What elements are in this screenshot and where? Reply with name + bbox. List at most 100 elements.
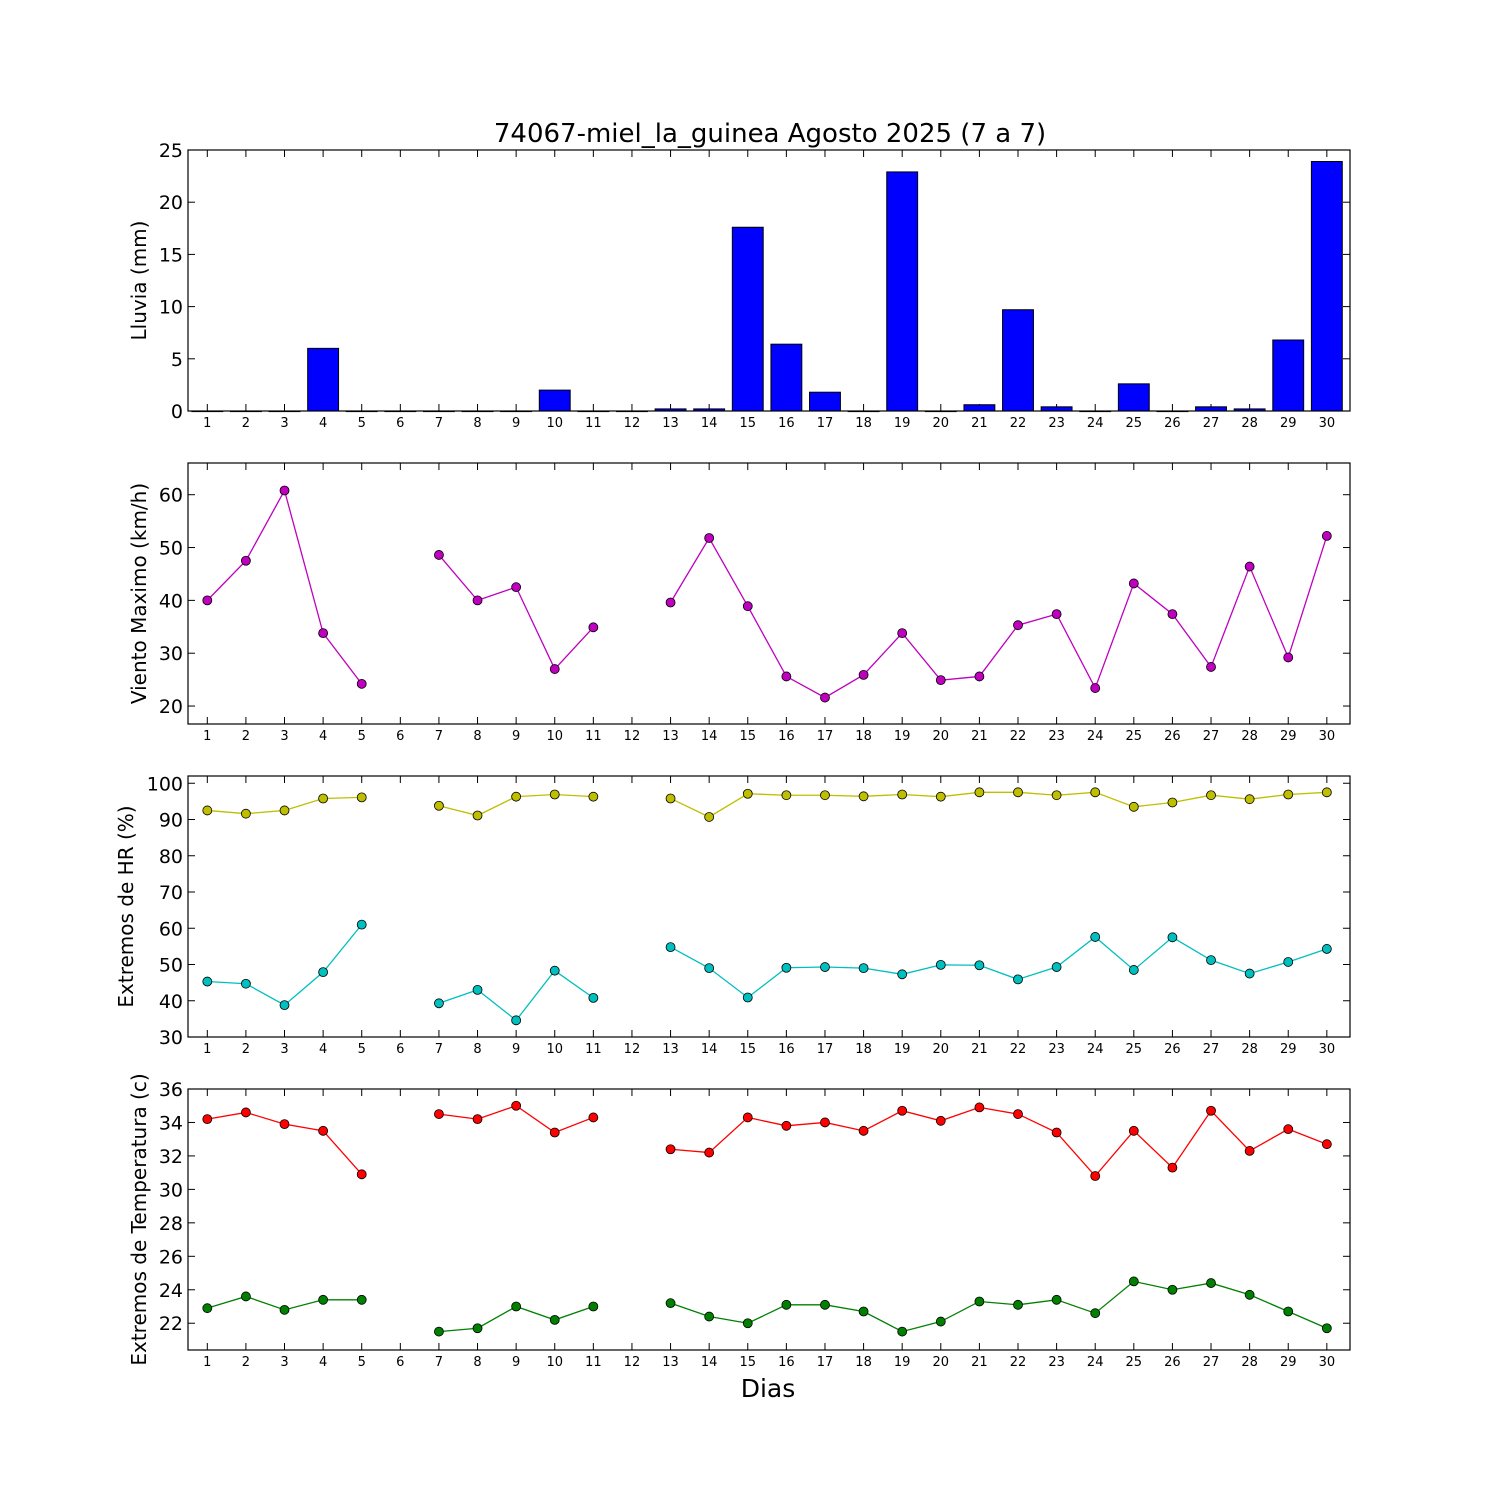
panel-2-ytick-label: 60: [159, 485, 183, 507]
panel-3-series-1-point: [1013, 787, 1023, 798]
panel-2-xtick-label: 2: [242, 729, 250, 744]
panel-3-series-1-point: [472, 810, 483, 821]
panel-4-series-2-point: [1090, 1308, 1101, 1319]
panel-1-xtick-label: 27: [1203, 416, 1220, 431]
panel-2-xtick-label: 12: [624, 729, 641, 744]
panel-2-xtick-label: 16: [778, 729, 795, 744]
panel-4-series-2-point: [1244, 1289, 1255, 1300]
panel-3-series-1-point: [935, 791, 946, 802]
panel-4-series-2-point: [434, 1326, 444, 1337]
panel-3-series-1-point: [1244, 794, 1255, 805]
panel-2-xtick-label: 28: [1241, 729, 1258, 744]
panel-2-series-1-point: [1167, 609, 1178, 620]
panel-3-ytick-label: 30: [159, 1027, 183, 1049]
panel-4-series-2-point: [1321, 1323, 1332, 1334]
panel-1-xtick-label: 29: [1280, 416, 1297, 431]
panel-4-series-1-point: [549, 1127, 560, 1138]
panel-4-series-2-point: [781, 1299, 792, 1310]
panel-3-series-1-point: [241, 808, 251, 819]
panel-3-xtick-label: 19: [894, 1042, 911, 1057]
panel-1-xtick-label: 15: [739, 416, 756, 431]
panel-3-xtick-label: 1: [203, 1042, 211, 1057]
chart-title: 74067-miel_la_guinea Agosto 2025 (7 a 7): [494, 119, 1046, 149]
panel-3-series-2-point: [1206, 955, 1216, 966]
panel-4-xtick-label: 19: [894, 1355, 911, 1370]
panel-3-xtick-label: 13: [662, 1042, 679, 1057]
panel-4-series-1-point: [1090, 1171, 1101, 1181]
panel-3-series-1-point: [1128, 801, 1139, 812]
panel-3-series-1-point: [318, 793, 329, 804]
panel-4-xtick-label: 25: [1126, 1355, 1143, 1370]
panel-3-ytick-label: 60: [159, 918, 183, 940]
panel-3-series-1-point: [279, 805, 290, 816]
panel-3-series-2-point: [1244, 968, 1255, 979]
panel-2-frame: [187, 462, 1351, 725]
panel-2-xtick-label: 4: [319, 729, 327, 744]
panel-1-xtick-label: 8: [473, 416, 481, 431]
panel-1-ytick-label: 25: [159, 140, 183, 162]
panel-4-series-1-point: [241, 1107, 251, 1118]
panel-4-series-2-point: [1206, 1278, 1216, 1288]
panel-4-xtick-label: 3: [280, 1355, 288, 1370]
panel-2-xtick-label: 1: [203, 729, 211, 744]
panel-2-xtick-label: 20: [933, 729, 950, 744]
panel-4-series-1-line: [670, 1106, 1328, 1177]
panel-2-series-1-point: [1128, 578, 1139, 589]
panel-1-xtick-label: 18: [855, 416, 872, 431]
panel-3-xtick-label: 4: [319, 1042, 327, 1057]
panel-3-y-axis-label: Extremos de HR (%): [114, 805, 138, 1007]
panel-4-frame: [187, 1088, 1351, 1351]
panel-2-ytick-label: 40: [159, 590, 183, 612]
panel-4-series-2-point: [665, 1298, 676, 1309]
panel-2-series-1-point: [434, 550, 444, 560]
panel-4-series-2-line: [670, 1280, 1328, 1333]
panel-4-xtick-label: 24: [1087, 1355, 1104, 1370]
panel-4-xtick-label: 26: [1164, 1355, 1181, 1370]
panel-2-series-1-point: [820, 692, 830, 703]
panel-3-xtick-label: 23: [1048, 1042, 1065, 1057]
panel-2-ytick-label: 50: [159, 538, 183, 560]
panel-1-xtick-label: 22: [1010, 416, 1027, 431]
panel-4-series-1-point: [935, 1115, 946, 1126]
panel-1-xtick-label: 25: [1126, 416, 1143, 431]
panel-3-frame: [187, 775, 1351, 1038]
panel-4-ytick-label: 30: [159, 1179, 183, 1201]
panel-4-series-1-point: [1321, 1139, 1332, 1150]
panel-3-series-2-point: [704, 963, 715, 974]
panel-3-xtick-label: 18: [855, 1042, 872, 1057]
panel-2-series-1-point: [1090, 683, 1101, 693]
panel-3-ytick-label: 100: [147, 773, 183, 795]
panel-2-series-1-point: [781, 671, 792, 682]
panel-1-bar: [1002, 309, 1034, 412]
panel-3-series-1-point: [665, 793, 676, 804]
panel-3-xtick-label: 29: [1280, 1042, 1297, 1057]
panel-4-xtick-label: 20: [933, 1355, 950, 1370]
panel-3-series-1-point: [202, 805, 213, 816]
panel-4-xtick-label: 10: [546, 1355, 563, 1370]
panel-2-xtick-label: 26: [1164, 729, 1181, 744]
panel-4-xtick-label: 13: [662, 1355, 679, 1370]
panel-2-xtick-label: 17: [817, 729, 834, 744]
panel-4-series-1-point: [820, 1117, 830, 1128]
panel-1-bar: [307, 347, 340, 412]
panel-3-series-1-point: [974, 787, 985, 798]
panel-4-series-1-point: [1283, 1124, 1294, 1135]
panel-3-series-2-point: [820, 962, 830, 972]
panel-2-series-1-point: [858, 669, 869, 680]
panel-3-series-2-point: [588, 992, 599, 1003]
panel-2-series-1-point: [241, 555, 251, 566]
panel-2-xtick-label: 6: [396, 729, 404, 744]
panel-4-series-2-point: [472, 1323, 483, 1334]
panel-4-xtick-label: 14: [701, 1355, 718, 1370]
panel-2-series-1-point: [202, 595, 213, 606]
panel-4-series-1-point: [665, 1144, 676, 1155]
panel-3-series-1-point: [858, 791, 869, 802]
panel-4-series-2-point: [511, 1301, 522, 1312]
panel-4-xtick-label: 1: [203, 1355, 211, 1370]
panel-1-bar: [731, 226, 764, 412]
panel-4-series-2-point: [588, 1301, 599, 1312]
panel-3-xtick-label: 27: [1203, 1042, 1220, 1057]
panel-3-xtick-label: 20: [933, 1042, 950, 1057]
panel-2-xtick-label: 7: [435, 729, 443, 744]
panel-3-xtick-label: 17: [817, 1042, 834, 1057]
